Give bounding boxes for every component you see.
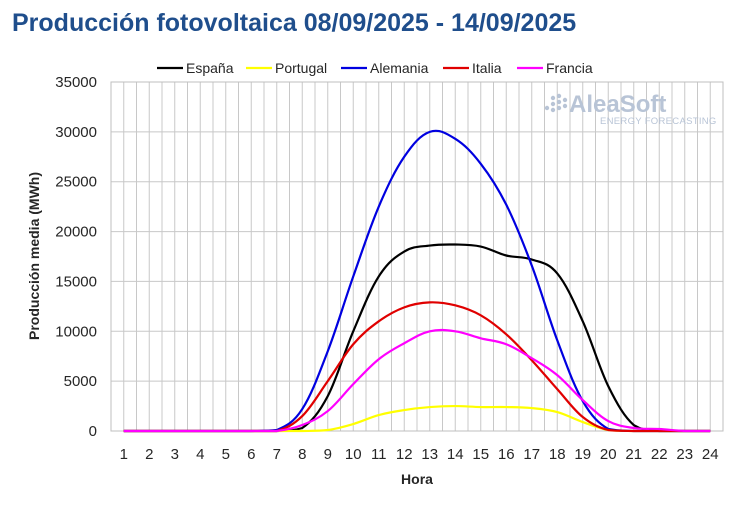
x-tick-label: 12 [396, 446, 413, 463]
y-tick-label: 30000 [55, 124, 97, 141]
y-axis-label: Producción media (MWh) [26, 172, 42, 340]
y-axis-ticks: 0 5000 10000 15000 20000 25000 30000 35000 [55, 74, 97, 440]
x-tick-label: 22 [651, 446, 668, 463]
x-tick-label: 21 [625, 446, 642, 463]
x-tick-label: 17 [523, 446, 540, 463]
watermark-tagline: ENERGY FORECASTING [600, 116, 717, 127]
x-axis-label: Hora [401, 471, 433, 487]
watermark-brand: AleaSoft [569, 91, 666, 118]
series-lines [123, 129, 711, 433]
y-tick-label: 5000 [64, 373, 97, 390]
gridlines [110, 81, 724, 432]
x-tick-label: 10 [345, 446, 362, 463]
x-tick-label: 2 [145, 446, 153, 463]
x-tick-label: 23 [676, 446, 693, 463]
x-tick-label: 19 [574, 446, 591, 463]
legend: España Portugal Alemania Italia Francia [157, 60, 593, 76]
legend-label: Alemania [370, 60, 429, 76]
y-tick-label: 0 [89, 423, 97, 440]
plot-area [110, 81, 724, 432]
y-tick-label: 35000 [55, 74, 97, 91]
chart-title: Producción fotovoltaica 08/09/2025 - 14/… [12, 9, 576, 37]
x-tick-label: 5 [222, 446, 230, 463]
legend-label: España [186, 60, 234, 76]
x-tick-label: 13 [421, 446, 438, 463]
aleasoft-logo-icon [544, 93, 568, 113]
x-tick-label: 15 [472, 446, 489, 463]
legend-label: Francia [546, 60, 593, 76]
y-tick-label: 25000 [55, 174, 97, 191]
x-tick-label: 7 [273, 446, 281, 463]
legend-label: Italia [472, 60, 502, 76]
plot-border [110, 81, 724, 432]
x-tick-label: 14 [447, 446, 464, 463]
y-tick-label: 10000 [55, 323, 97, 340]
x-tick-label: 24 [702, 446, 719, 463]
x-tick-label: 4 [196, 446, 204, 463]
y-tick-label: 15000 [55, 273, 97, 290]
x-tick-label: 18 [549, 446, 566, 463]
legend-label: Portugal [275, 60, 327, 76]
series-line-francia [123, 328, 711, 433]
x-tick-label: 3 [171, 446, 179, 463]
x-tick-label: 8 [298, 446, 306, 463]
x-tick-label: 20 [600, 446, 617, 463]
x-axis-ticks: 1 2 3 4 5 6 7 8 9 10 11 12 13 14 15 16 17 18 19 20 21 22 23 24 [120, 446, 719, 463]
x-tick-label: 16 [498, 446, 515, 463]
y-tick-label: 20000 [55, 224, 97, 241]
x-tick-label: 9 [324, 446, 332, 463]
x-tick-label: 11 [371, 446, 387, 463]
x-tick-label: 1 [120, 446, 128, 463]
x-tick-label: 6 [247, 446, 255, 463]
watermark-logo: AleaSoft ENERGY FORECASTING [544, 91, 717, 127]
